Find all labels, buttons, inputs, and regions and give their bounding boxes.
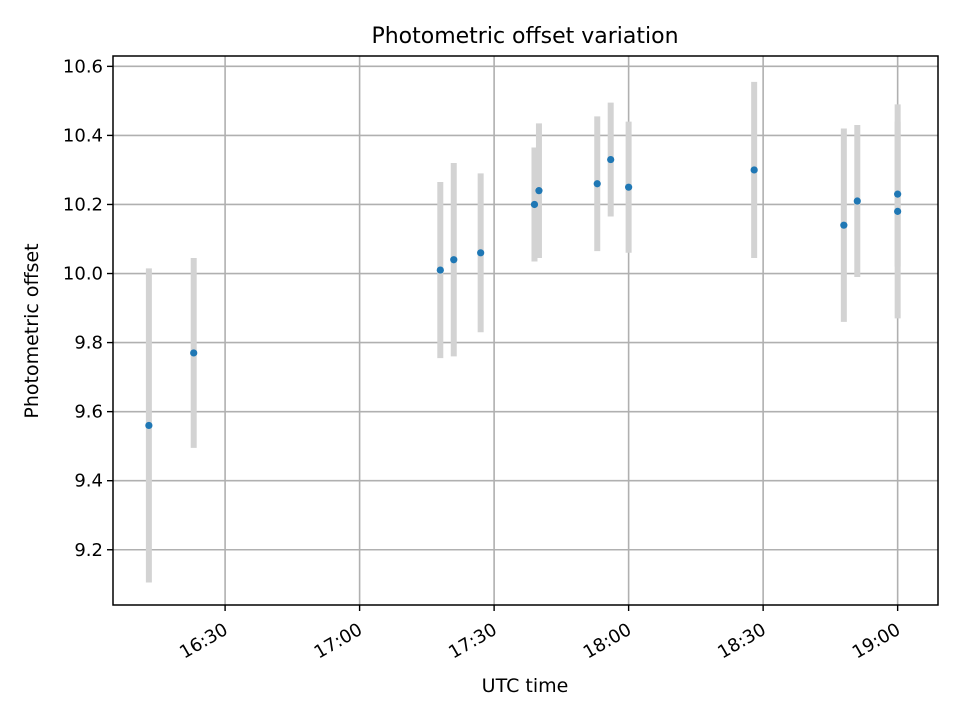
x-axis-label: UTC time xyxy=(482,675,569,697)
y-tick-label: 9.8 xyxy=(74,333,103,354)
y-tick-label: 9.4 xyxy=(74,471,103,492)
y-tick-label: 10.2 xyxy=(63,194,103,215)
y-tick-label: 9.6 xyxy=(74,402,103,423)
y-tick-label: 10.0 xyxy=(63,264,103,285)
data-point xyxy=(436,266,444,274)
data-point xyxy=(450,256,458,264)
y-tick-label: 10.4 xyxy=(63,125,103,146)
y-tick-label: 10.6 xyxy=(63,56,103,77)
data-point xyxy=(145,421,153,430)
chart-title: Photometric offset variation xyxy=(371,24,678,49)
data-point xyxy=(894,207,902,215)
data-point xyxy=(530,200,539,209)
data-point xyxy=(625,183,633,191)
data-points xyxy=(145,155,902,430)
data-point xyxy=(750,166,758,174)
plot-frame xyxy=(112,55,939,606)
data-point xyxy=(607,155,615,164)
data-point xyxy=(593,180,601,188)
data-point xyxy=(535,187,543,195)
data-point xyxy=(840,221,848,229)
y-tick-label: 9.2 xyxy=(74,540,103,561)
y-axis-label: Photometric offset xyxy=(21,243,43,418)
data-point xyxy=(853,197,861,205)
data-point xyxy=(477,249,485,257)
data-point xyxy=(894,190,902,198)
data-point xyxy=(190,349,198,357)
